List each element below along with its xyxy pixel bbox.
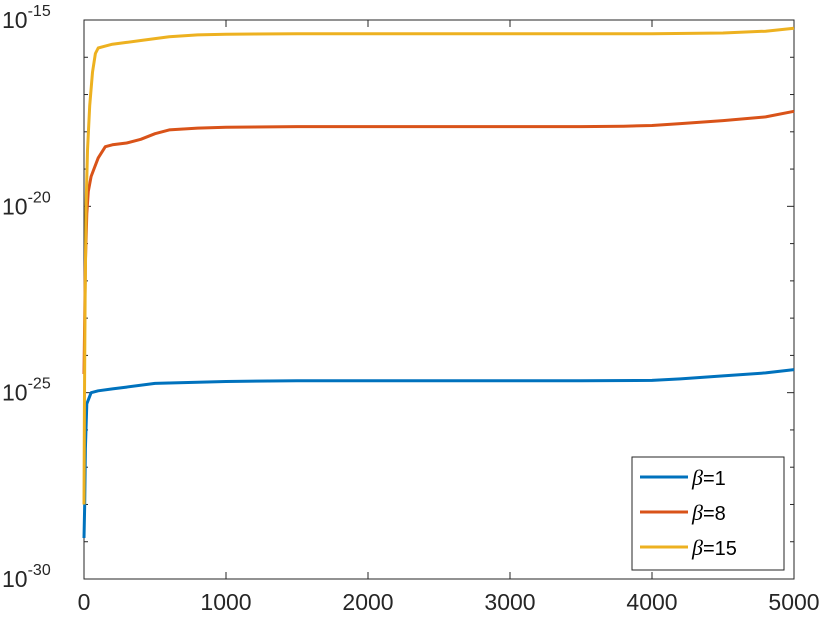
y-tick-exponent: -30	[28, 562, 51, 579]
legend-value: =1	[703, 468, 726, 490]
x-tick-label: 2000	[342, 589, 393, 615]
legend-value: =8	[703, 503, 726, 525]
y-tick-label: 10-20	[2, 189, 51, 219]
y-tick-exponent: -15	[28, 3, 51, 20]
y-tick-exponent: -20	[28, 189, 51, 206]
y-tick-base: 10	[2, 7, 28, 33]
legend: β=1β=8β=15	[631, 456, 785, 571]
y-tick-label: 10-15	[2, 3, 51, 33]
y-tick-label: 10-25	[2, 376, 51, 406]
legend-label-1: β=1	[691, 465, 726, 490]
legend-symbol: β	[691, 500, 703, 525]
x-tick-label: 3000	[484, 589, 535, 615]
y-tick-exponent: -25	[28, 376, 51, 393]
axis-ticks: 0 1000 2000 3000 4000 500010-3010-2510-2010-1…	[2, 3, 820, 615]
series-lines	[82, 26, 795, 539]
legend-value: =15	[703, 538, 737, 560]
legend-symbol: β	[691, 535, 703, 560]
y-tick-base: 10	[2, 193, 28, 219]
x-tick-label: 5000	[768, 589, 819, 615]
legend-symbol: β	[691, 465, 703, 490]
y-tick-label: 10-30	[2, 562, 51, 592]
series-line-2	[82, 109, 795, 375]
legend-label-2: β=8	[691, 500, 726, 525]
x-tick-label: 4000	[626, 589, 677, 615]
x-tick-label: 0	[78, 589, 91, 615]
y-tick-base: 10	[2, 566, 28, 592]
series-line-1	[82, 368, 795, 539]
x-tick-label: 1000	[200, 589, 251, 615]
legend-label-3: β=15	[691, 535, 737, 560]
series-line-3	[82, 26, 795, 505]
y-tick-base: 10	[2, 380, 28, 406]
